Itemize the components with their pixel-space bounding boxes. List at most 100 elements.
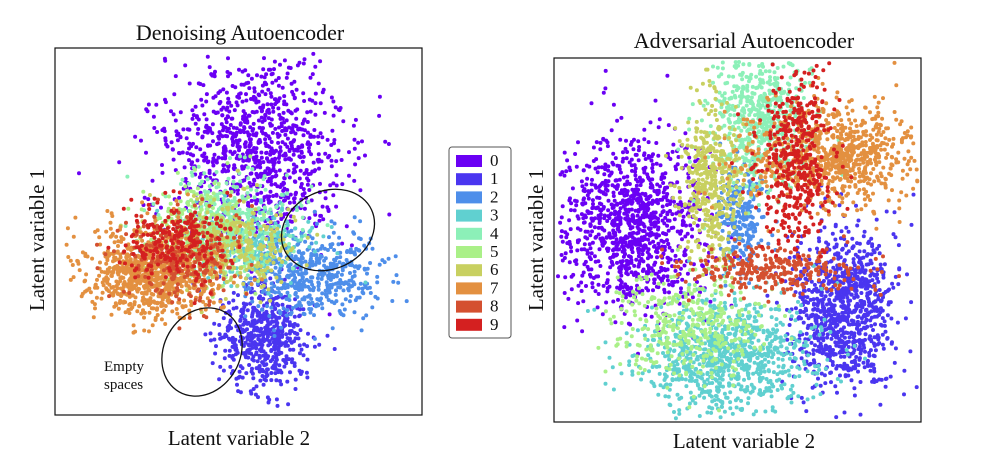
point-class-0 bbox=[266, 67, 271, 72]
point-class-1 bbox=[275, 403, 280, 408]
point-class-0 bbox=[220, 113, 225, 118]
point-class-0 bbox=[286, 168, 291, 173]
point-class-0 bbox=[221, 87, 226, 92]
point-class-7 bbox=[129, 306, 134, 311]
point-class-0 bbox=[559, 253, 564, 257]
point-class-4 bbox=[262, 205, 267, 210]
point-class-0 bbox=[231, 140, 236, 145]
legend-swatch-3 bbox=[456, 209, 482, 222]
point-class-7 bbox=[260, 277, 264, 282]
point-class-6 bbox=[250, 226, 255, 231]
point-class-6 bbox=[291, 214, 296, 219]
point-class-5 bbox=[211, 191, 216, 196]
point-class-0 bbox=[269, 102, 274, 107]
point-class-0 bbox=[278, 145, 283, 150]
point-class-8 bbox=[143, 274, 148, 279]
point-class-6 bbox=[253, 233, 258, 238]
point-class-2 bbox=[312, 336, 317, 341]
point-class-0 bbox=[240, 99, 245, 104]
point-class-0 bbox=[332, 138, 337, 142]
point-class-0 bbox=[685, 271, 690, 276]
point-class-0 bbox=[562, 291, 567, 295]
point-class-4 bbox=[232, 196, 237, 200]
point-class-5 bbox=[141, 189, 146, 194]
point-class-7 bbox=[93, 282, 98, 287]
point-class-8 bbox=[175, 202, 180, 207]
point-class-9 bbox=[134, 241, 139, 245]
point-class-4 bbox=[249, 187, 253, 192]
point-class-2 bbox=[375, 280, 380, 285]
point-class-0 bbox=[356, 140, 361, 145]
point-class-0 bbox=[308, 75, 313, 80]
point-class-0 bbox=[226, 74, 230, 79]
point-class-3 bbox=[293, 236, 298, 241]
point-class-2 bbox=[341, 288, 346, 293]
point-class-9 bbox=[163, 230, 168, 235]
point-class-3 bbox=[280, 206, 285, 211]
point-class-0 bbox=[258, 162, 262, 166]
point-class-2 bbox=[352, 310, 357, 315]
point-class-0 bbox=[159, 205, 163, 210]
point-class-0 bbox=[327, 153, 332, 158]
point-class-9 bbox=[202, 220, 207, 225]
right-panel: Adversarial Autoencoder Latent variable … bbox=[524, 28, 922, 453]
point-class-9 bbox=[217, 224, 222, 229]
point-class-6 bbox=[268, 298, 273, 303]
point-class-1 bbox=[274, 301, 279, 306]
point-class-6 bbox=[283, 243, 288, 248]
point-class-2 bbox=[263, 278, 268, 283]
point-class-5 bbox=[246, 195, 251, 200]
point-class-8 bbox=[187, 315, 192, 320]
point-class-7 bbox=[64, 242, 69, 247]
point-class-7 bbox=[142, 328, 147, 333]
point-class-4 bbox=[300, 227, 305, 232]
point-class-7 bbox=[93, 306, 97, 311]
point-class-0 bbox=[267, 110, 272, 115]
point-class-2 bbox=[368, 261, 373, 265]
point-class-9 bbox=[168, 248, 173, 253]
point-class-0 bbox=[327, 312, 332, 317]
point-class-4 bbox=[178, 182, 183, 186]
point-class-2 bbox=[363, 285, 368, 289]
point-class-1 bbox=[257, 364, 262, 368]
point-class-0 bbox=[231, 125, 236, 130]
point-class-4 bbox=[290, 266, 295, 271]
point-class-7 bbox=[127, 294, 132, 299]
point-class-0 bbox=[590, 177, 594, 182]
point-class-2 bbox=[396, 280, 401, 285]
point-class-1 bbox=[220, 335, 224, 340]
legend-swatch-7 bbox=[456, 282, 482, 295]
point-class-0 bbox=[290, 89, 295, 94]
point-class-0 bbox=[276, 83, 281, 88]
point-class-6 bbox=[232, 240, 237, 245]
point-class-0 bbox=[244, 158, 249, 163]
point-class-0 bbox=[302, 191, 307, 196]
point-class-9 bbox=[146, 225, 151, 230]
point-class-0 bbox=[320, 90, 325, 95]
point-class-0 bbox=[238, 128, 242, 133]
point-class-0 bbox=[206, 143, 211, 148]
point-class-5 bbox=[189, 189, 194, 194]
point-class-7 bbox=[112, 255, 117, 260]
point-class-8 bbox=[232, 274, 237, 279]
point-class-1 bbox=[203, 332, 208, 337]
point-class-0 bbox=[352, 146, 357, 151]
point-class-0 bbox=[313, 91, 318, 96]
point-class-7 bbox=[117, 268, 122, 273]
point-class-2 bbox=[328, 245, 333, 250]
point-class-1 bbox=[278, 379, 282, 383]
point-class-1 bbox=[292, 322, 297, 326]
point-class-0 bbox=[567, 218, 572, 223]
point-class-0 bbox=[287, 175, 292, 180]
point-class-7 bbox=[66, 255, 71, 259]
point-class-7 bbox=[90, 256, 95, 261]
legend-swatch-9 bbox=[456, 318, 482, 331]
point-class-9 bbox=[192, 264, 197, 269]
point-class-1 bbox=[299, 369, 304, 374]
point-class-0 bbox=[226, 96, 231, 101]
point-class-9 bbox=[175, 220, 180, 225]
point-class-0 bbox=[241, 158, 246, 163]
point-class-9 bbox=[131, 252, 136, 256]
point-class-0 bbox=[329, 158, 334, 163]
